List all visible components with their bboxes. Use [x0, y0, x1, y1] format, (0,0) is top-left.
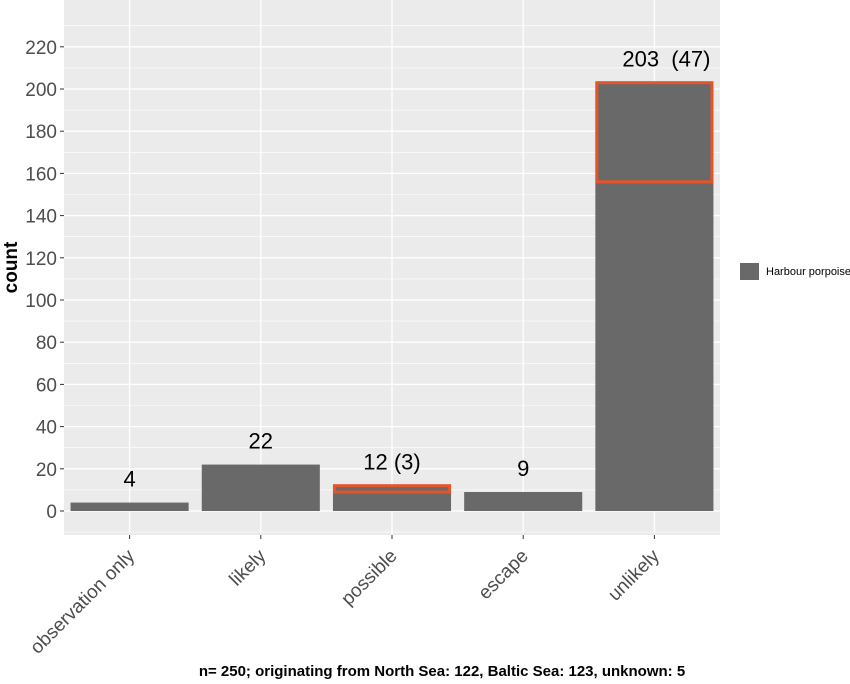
bar-labels: 4 22 12 (3) 9 203 (47): [123, 47, 710, 492]
x-tick-label: likely: [226, 545, 271, 590]
y-tick-label: 160: [25, 164, 57, 185]
x-tick-label: possible: [337, 546, 401, 610]
chart-caption: n= 250; originating from North Sea: 122,…: [198, 663, 686, 680]
x-tick-label: observation only: [26, 545, 139, 658]
y-tick-label: 20: [36, 460, 57, 481]
y-tick-label: 40: [36, 418, 57, 439]
bar-value-label: 203 (47): [622, 47, 710, 72]
bars: [70, 82, 714, 512]
bar-value-label: 12 (3): [363, 450, 420, 475]
y-tick-label: 100: [25, 291, 57, 312]
bar-possible: [332, 485, 452, 511]
y-axis: 0 20 40 60 80 100 120 140 160 180 200 220: [25, 38, 64, 523]
y-axis-title: count: [1, 241, 22, 293]
bar-likely: [201, 464, 320, 511]
y-tick-label: 0: [46, 502, 57, 523]
y-tick-label: 140: [25, 207, 57, 228]
bar-observation-only: [70, 502, 189, 511]
bar-value-label: 4: [123, 467, 135, 492]
legend: Harbour porpoise: [740, 263, 850, 280]
bar-escape: [464, 492, 583, 511]
y-tick-label: 80: [36, 333, 57, 354]
x-tick-label: escape: [475, 546, 533, 604]
bar-value-label: 9: [517, 456, 529, 481]
bar-unlikely: [595, 82, 714, 512]
y-tick-label: 120: [25, 249, 57, 270]
y-tick-label: 220: [25, 38, 57, 59]
x-axis: observation only likely possible escape unli…: [26, 535, 664, 658]
highlight-unlikely: [595, 81, 714, 184]
y-tick-label: 180: [25, 122, 57, 143]
y-tick-label: 200: [25, 80, 57, 101]
x-tick-label: unlikely: [604, 545, 664, 605]
highlight-possible: [332, 484, 452, 494]
highlight-boxes: [332, 81, 714, 494]
bar-value-label: 22: [249, 429, 273, 454]
legend-label: Harbour porpoise: [766, 266, 850, 278]
y-tick-label: 60: [36, 375, 57, 396]
legend-key: [740, 263, 759, 280]
